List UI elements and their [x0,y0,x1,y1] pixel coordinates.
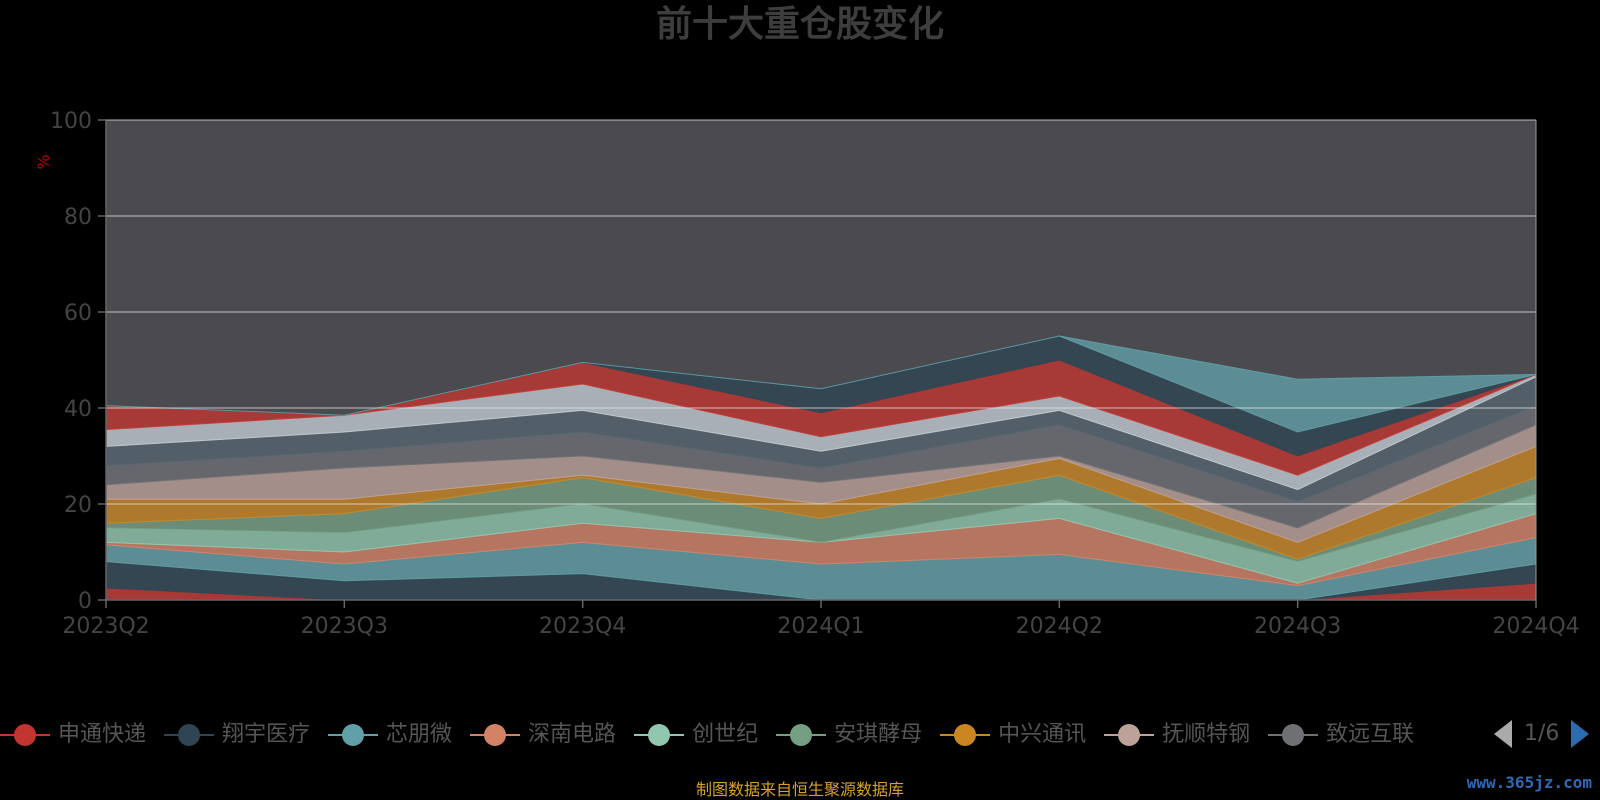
legend-label: 创世纪 [692,721,759,747]
y-tick-label: 20 [64,493,92,518]
legend-marker-icon [328,715,379,755]
legend-page-indicator: 1/6 [1524,721,1560,746]
legend-marker-icon [0,715,50,755]
legend-item[interactable]: 翔宇医疗 [164,714,310,754]
legend-marker-icon [776,715,827,755]
x-tick-label: 2023Q3 [301,614,388,639]
y-tick-label: 80 [64,205,92,230]
axes: 0 20 40 60 80 100 2023Q2 2023Q3 2023Q4 2024Q1 2024… [34,109,1580,639]
legend-item[interactable]: 中兴通讯 [940,714,1086,754]
legend-marker-icon [164,715,215,755]
chart-title: 前十大重仓股变化 [655,4,944,45]
legend-marker-icon [1104,715,1155,755]
legend-label: 翔宇医疗 [222,721,311,747]
legend-marker-icon [1268,715,1319,755]
y-tick-label: 40 [64,397,92,422]
x-tick-label: 2024Q2 [1016,614,1103,639]
legend-item[interactable]: 申通快递 [0,714,146,754]
legend-item[interactable]: 致远互联 [1268,714,1414,754]
legend-label: 申通快递 [58,721,147,747]
legend-next-button[interactable] [1571,720,1590,748]
legend-marker-icon [940,715,991,755]
x-tick-label: 2024Q3 [1254,614,1341,639]
legend-label: 深南电路 [528,721,617,747]
legend-pager: 1/6 [1494,714,1590,754]
legend-label: 安琪酵母 [834,721,923,747]
y-tick-label: 100 [50,109,92,134]
legend-marker-icon [634,715,685,755]
legend-item[interactable]: 安琪酵母 [776,714,922,754]
legend-item[interactable]: 深南电路 [470,714,616,754]
legend-item[interactable]: 创世纪 [634,714,758,754]
x-tick-label: 2024Q1 [777,614,864,639]
stacked-area-chart: 0 20 40 60 80 100 2023Q2 2023Q3 2023Q4 2024Q1 2024… [34,109,1580,639]
legend: 申通快递 翔宇医疗 芯朋微 深南电路 创世纪 安琪酵母 中兴通讯 抚顺特钢 致远互联 [0,714,1490,754]
legend-label: 中兴通讯 [998,721,1087,747]
x-tick-label: 2023Q4 [539,614,626,639]
legend-label: 抚顺特钢 [1162,721,1251,747]
y-axis-unit-label: % [34,154,53,169]
watermark: www.365jz.com [1466,773,1592,792]
x-tick-label: 2023Q2 [62,614,149,639]
legend-label: 致远互联 [1326,721,1415,747]
x-tick-label: 2024Q4 [1492,614,1579,639]
y-tick-label: 0 [78,589,92,614]
legend-item[interactable]: 抚顺特钢 [1104,714,1250,754]
data-source-note: 制图数据来自恒生聚源数据库 [695,780,904,799]
y-tick-label: 60 [64,301,92,326]
legend-prev-button[interactable] [1494,720,1512,748]
legend-label: 芯朋微 [386,721,453,747]
legend-marker-icon [470,715,521,755]
plot-area [105,120,1537,601]
legend-item[interactable]: 芯朋微 [328,714,452,754]
